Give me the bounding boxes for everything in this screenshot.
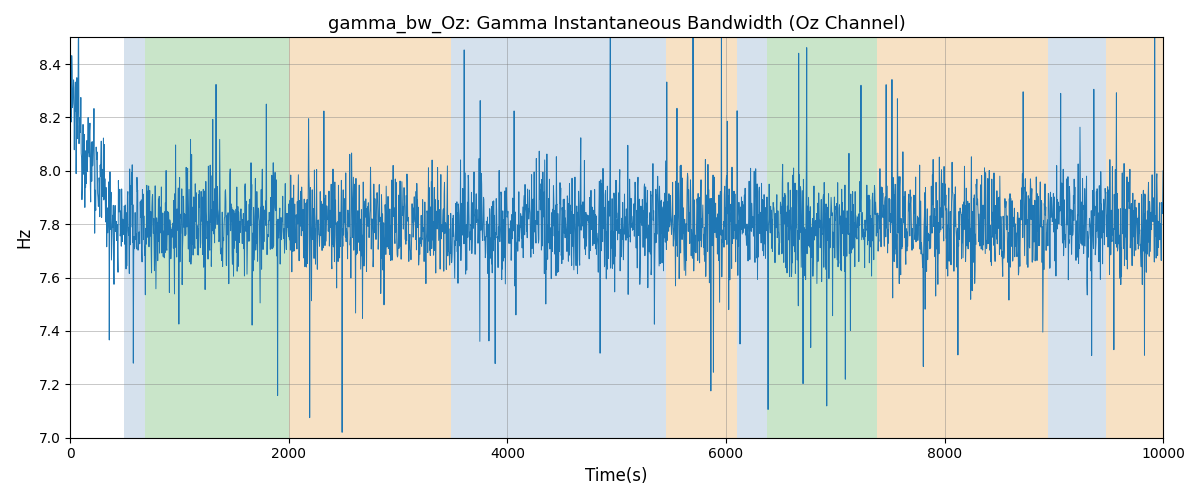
Bar — [877, 38, 1049, 438]
X-axis label: Time(s): Time(s) — [586, 467, 648, 485]
Bar — [768, 38, 877, 438]
Bar — [144, 38, 289, 438]
Bar — [1106, 38, 1163, 438]
Bar — [124, 38, 144, 438]
Bar — [289, 38, 450, 438]
Title: gamma_bw_Oz: Gamma Instantaneous Bandwidth (Oz Channel): gamma_bw_Oz: Gamma Instantaneous Bandwid… — [328, 15, 906, 34]
Bar — [666, 38, 737, 438]
Bar — [475, 38, 666, 438]
Y-axis label: Hz: Hz — [16, 227, 34, 248]
Bar — [1049, 38, 1106, 438]
Bar — [450, 38, 475, 438]
Bar — [737, 38, 768, 438]
